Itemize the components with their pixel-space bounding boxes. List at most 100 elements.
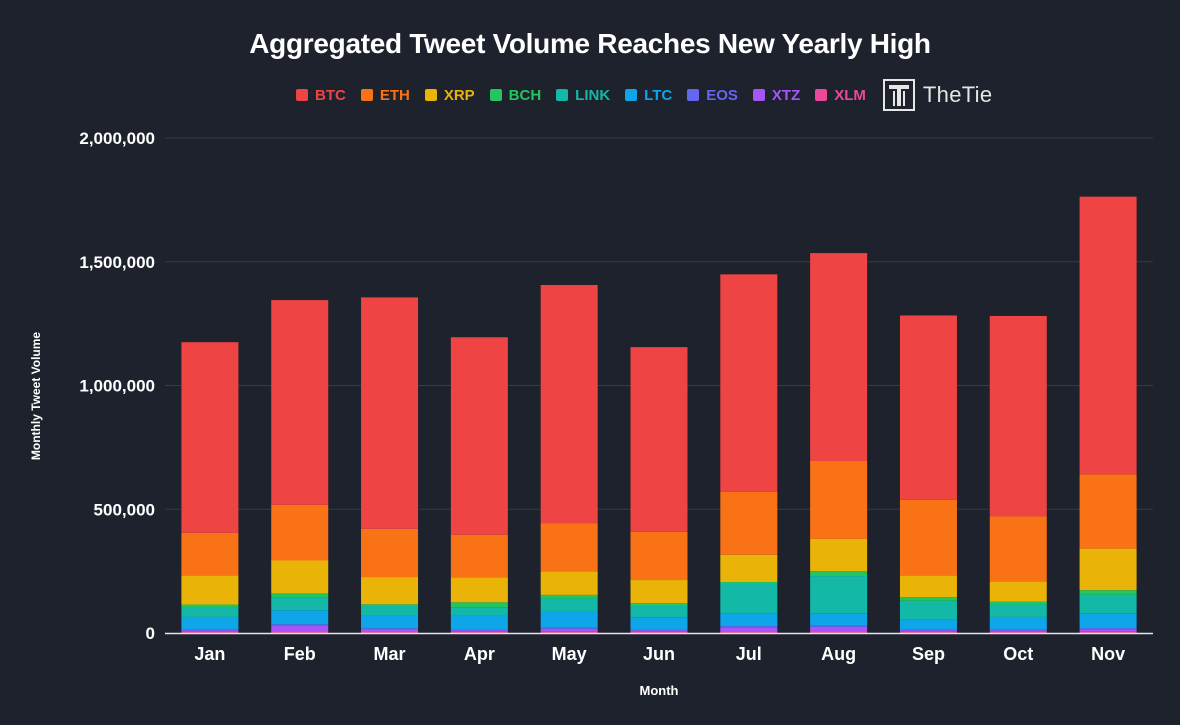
bar-bch-jun[interactable] [630, 603, 688, 607]
bar-eth-jan[interactable] [181, 532, 239, 576]
bar-xtz-nov[interactable] [1079, 629, 1137, 632]
legend-item-xtz[interactable]: XTZ [752, 87, 800, 104]
bar-xtz-oct[interactable] [989, 630, 1047, 632]
bar-link-jun[interactable] [630, 606, 688, 618]
bar-link-aug[interactable] [810, 576, 868, 614]
bar-btc-may[interactable] [540, 285, 598, 524]
bar-ltc-may[interactable] [540, 610, 598, 628]
bar-link-oct[interactable] [989, 604, 1047, 617]
bar-link-mar[interactable] [361, 606, 419, 616]
legend-item-link[interactable]: LINK [556, 87, 610, 104]
bar-btc-mar[interactable] [361, 297, 419, 529]
bar-ltc-jul[interactable] [720, 613, 778, 627]
bar-eos-jan[interactable] [181, 629, 239, 631]
bar-eos-jul[interactable] [720, 626, 778, 628]
bar-link-jul[interactable] [720, 583, 778, 614]
bar-ltc-oct[interactable] [989, 616, 1047, 630]
bar-bch-mar[interactable] [361, 604, 419, 607]
legend-item-xlm[interactable]: XLM [815, 87, 866, 104]
bar-xtz-jan[interactable] [181, 630, 239, 632]
bar-eth-nov[interactable] [1079, 474, 1137, 549]
bar-eth-oct[interactable] [989, 516, 1047, 582]
bar-bch-may[interactable] [540, 594, 598, 599]
bar-xrp-jun[interactable] [630, 580, 688, 604]
legend-item-eth[interactable]: ETH [360, 87, 410, 104]
bar-btc-aug[interactable] [810, 253, 868, 461]
bar-ltc-feb[interactable] [271, 610, 329, 625]
bar-xrp-oct[interactable] [989, 581, 1047, 602]
bar-link-feb[interactable] [271, 597, 329, 611]
legend-item-bch[interactable]: BCH [489, 87, 541, 104]
bar-xlm-oct[interactable] [989, 631, 1047, 633]
bar-eth-mar[interactable] [361, 528, 419, 578]
bar-eth-sep[interactable] [899, 499, 957, 576]
bar-ltc-jan[interactable] [181, 616, 239, 630]
bar-eos-feb[interactable] [271, 624, 329, 626]
bar-xlm-aug[interactable] [810, 631, 868, 633]
bar-eos-oct[interactable] [989, 629, 1047, 631]
bar-eos-mar[interactable] [361, 628, 419, 630]
bar-bch-sep[interactable] [899, 597, 957, 601]
bar-xtz-aug[interactable] [810, 626, 868, 632]
bar-bch-feb[interactable] [271, 593, 329, 598]
bar-eth-feb[interactable] [271, 504, 329, 561]
bar-btc-apr[interactable] [450, 337, 508, 535]
bar-eth-jul[interactable] [720, 491, 778, 555]
bar-bch-aug[interactable] [810, 571, 868, 577]
bar-eos-jun[interactable] [630, 629, 688, 631]
bar-eth-aug[interactable] [810, 460, 868, 539]
bar-xrp-jul[interactable] [720, 554, 778, 583]
bar-bch-jan[interactable] [181, 604, 239, 608]
bar-xlm-jan[interactable] [181, 631, 239, 633]
bar-xtz-feb[interactable] [271, 625, 329, 632]
legend-item-xrp[interactable]: XRP [424, 87, 475, 104]
bar-btc-oct[interactable] [989, 315, 1047, 517]
bar-btc-jun[interactable] [630, 347, 688, 532]
bar-ltc-aug[interactable] [810, 613, 868, 626]
bar-link-apr[interactable] [450, 607, 508, 616]
bar-link-may[interactable] [540, 598, 598, 611]
bar-ltc-nov[interactable] [1079, 613, 1137, 629]
bar-ltc-apr[interactable] [450, 615, 508, 630]
bar-xtz-mar[interactable] [361, 629, 419, 632]
bar-xlm-jul[interactable] [720, 631, 778, 633]
bar-eos-may[interactable] [540, 627, 598, 629]
bar-xtz-sep[interactable] [899, 630, 957, 632]
bar-xlm-mar[interactable] [361, 631, 419, 633]
bar-btc-feb[interactable] [271, 300, 329, 505]
bar-xrp-feb[interactable] [271, 560, 329, 594]
bar-xlm-jun[interactable] [630, 631, 688, 633]
bar-xrp-aug[interactable] [810, 538, 868, 572]
bar-bch-nov[interactable] [1079, 590, 1137, 595]
bar-xlm-may[interactable] [540, 631, 598, 633]
bar-ltc-mar[interactable] [361, 615, 419, 629]
bar-link-jan[interactable] [181, 607, 239, 617]
bar-xrp-sep[interactable] [899, 575, 957, 598]
bar-xlm-sep[interactable] [899, 631, 957, 633]
bar-btc-jul[interactable] [720, 274, 778, 492]
bar-xlm-nov[interactable] [1079, 631, 1137, 633]
bar-xrp-may[interactable] [540, 571, 598, 595]
bar-bch-oct[interactable] [989, 601, 1047, 605]
bar-ltc-jun[interactable] [630, 617, 688, 630]
bar-ltc-sep[interactable] [899, 619, 957, 630]
bar-eth-may[interactable] [540, 523, 598, 572]
bar-xlm-feb[interactable] [271, 631, 329, 633]
bar-xtz-may[interactable] [540, 628, 598, 632]
legend-item-eos[interactable]: EOS [687, 87, 738, 104]
bar-eos-sep[interactable] [899, 629, 957, 631]
bar-eth-apr[interactable] [450, 534, 508, 578]
bar-btc-jan[interactable] [181, 342, 239, 533]
bar-xtz-apr[interactable] [450, 630, 508, 632]
bar-xtz-jul[interactable] [720, 627, 778, 632]
bar-xrp-mar[interactable] [361, 577, 419, 605]
bar-bch-apr[interactable] [450, 602, 508, 608]
legend-item-btc[interactable]: BTC [296, 87, 346, 104]
bar-eos-aug[interactable] [810, 625, 868, 627]
bar-xrp-nov[interactable] [1079, 548, 1137, 591]
bar-btc-nov[interactable] [1079, 196, 1137, 475]
bar-eos-nov[interactable] [1079, 628, 1137, 630]
bar-eos-apr[interactable] [450, 629, 508, 631]
bar-xlm-apr[interactable] [450, 631, 508, 633]
bar-bch-jul[interactable] [720, 582, 778, 584]
